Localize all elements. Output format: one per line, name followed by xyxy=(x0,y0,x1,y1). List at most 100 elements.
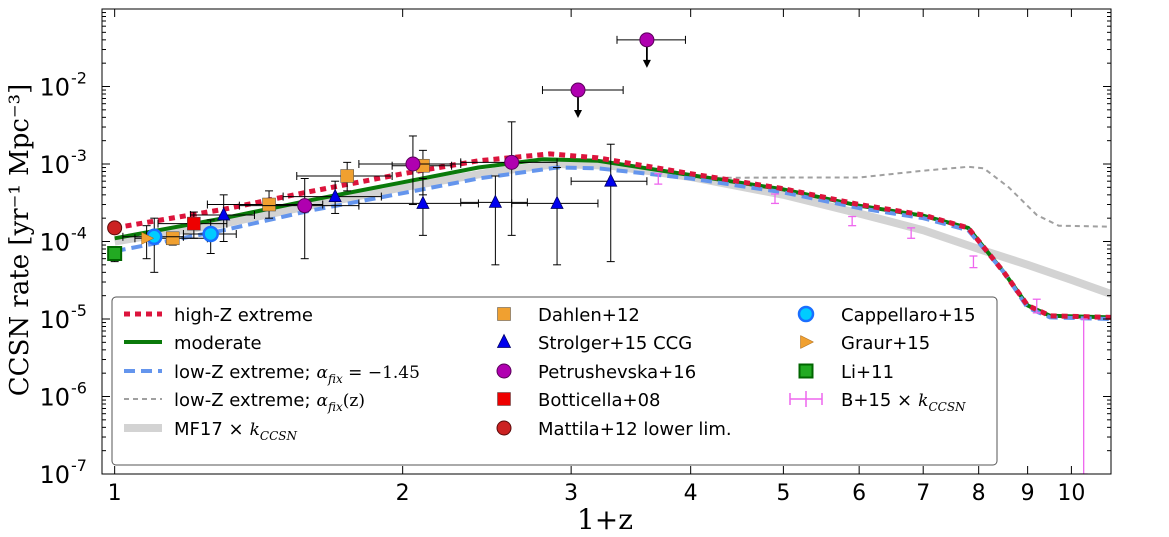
y-tick-label: 10 xyxy=(39,461,70,489)
y-tick-label-exponent: -3 xyxy=(71,146,87,165)
legend-label: low-Z extreme; xyxy=(174,362,311,383)
upper-limit-arrowhead xyxy=(574,110,583,119)
legend-label: low-Z extreme; xyxy=(174,390,311,411)
x-tick-label: 8 xyxy=(972,481,986,506)
legend-marker xyxy=(798,363,814,379)
curve-low-z-extreme-fix-1-45 xyxy=(114,165,1111,321)
point-strolger-15-ccg-3 xyxy=(358,177,479,236)
x-tick-label: 4 xyxy=(684,481,698,506)
model-curves xyxy=(114,151,1111,321)
y-tick-labels: 10-710-610-510-410-310-2 xyxy=(39,69,87,490)
legend-marker xyxy=(800,335,815,349)
legend-marker xyxy=(497,307,511,321)
legend-entry-low-z-extreme-fix-1-45: low-Z extreme; αfix = −1.45 xyxy=(124,362,420,386)
legend-entry-moderate: moderate xyxy=(124,333,262,354)
legend-label: high-Z extreme xyxy=(174,305,313,326)
x-tick-label: 2 xyxy=(396,481,410,506)
y-tick-label: 10 xyxy=(39,384,70,412)
x-tick-label: 3 xyxy=(564,481,578,506)
point-strolger-15-ccg-5 xyxy=(511,167,599,266)
marker xyxy=(297,198,313,214)
legend-entry-dahlen-12: Dahlen+12 xyxy=(497,305,640,326)
legend-entry-li-11: Li+11 xyxy=(798,362,894,383)
legend-marker xyxy=(797,305,815,323)
legend-box xyxy=(111,296,998,466)
x-tick-label: 9 xyxy=(1021,481,1035,506)
point-strolger-15-ccg-6 xyxy=(570,143,648,263)
marker xyxy=(504,154,520,170)
legend-entry-mattila-12-lower-lim: Mattila+12 lower lim. xyxy=(496,419,732,440)
y-tick-label-exponent: -2 xyxy=(71,69,87,88)
x-tick-label: 7 xyxy=(916,481,930,506)
y-tick-label: 10 xyxy=(39,151,70,179)
legend-label: Botticella+08 xyxy=(538,390,660,411)
point-petrushevska-16-4 xyxy=(541,82,624,119)
legend: high-Z extreme moderate low-Z extreme; αfix… xyxy=(111,296,998,466)
legend-label-math: αfix = −1.45 xyxy=(317,363,420,386)
legend-label-math: αfix(z) xyxy=(317,391,366,414)
legend-label: Strolger+15 CCG xyxy=(538,333,692,354)
axis-ticks xyxy=(102,8,1111,475)
legend-label: Dahlen+12 xyxy=(538,305,640,326)
x-tick-label: 6 xyxy=(852,481,866,506)
point-b-15-k-ccsn-1 xyxy=(654,173,663,185)
legend-label: Mattila+12 lower lim. xyxy=(538,419,732,440)
marker xyxy=(405,156,421,172)
curve-high-z-extreme xyxy=(114,151,1111,320)
marker xyxy=(416,195,430,209)
legend-label: MF17 × xyxy=(174,419,244,440)
marker xyxy=(107,246,123,262)
point-cappellaro-15-2 xyxy=(182,219,237,255)
point-dahlen-12-3 xyxy=(296,161,393,192)
point-b-15-k-ccsn-7 xyxy=(1079,318,1088,474)
y-tick-label-exponent: -4 xyxy=(71,224,87,243)
y-tick-label: 10 xyxy=(39,74,70,102)
legend-label: B+15 × xyxy=(841,390,912,411)
x-tick-labels: 1 2 3 4 5 6 7 8 9 10 xyxy=(108,481,1086,506)
point-b-15-k-ccsn-3 xyxy=(848,215,857,227)
marker xyxy=(187,216,201,231)
point-petrushevska-16-3 xyxy=(460,121,558,236)
y-tick-label-exponent: -6 xyxy=(71,379,87,398)
y-tick-label-exponent: -5 xyxy=(71,301,87,320)
x-tick-label: 1 xyxy=(108,481,122,506)
y-tick-label-exponent: -7 xyxy=(71,456,87,475)
legend-entry-graur-15: Graur+15 xyxy=(800,333,930,354)
point-petrushevska-16-1 xyxy=(238,177,360,260)
point-strolger-15-ccg-4 xyxy=(460,175,528,266)
y-tick-label: 10 xyxy=(39,229,70,257)
marker xyxy=(488,194,503,208)
marker xyxy=(202,225,219,243)
point-mattila-12-lower-lim-1 xyxy=(107,220,123,236)
marker xyxy=(570,82,586,98)
point-b-15-k-ccsn-6 xyxy=(1032,298,1041,314)
point-graur-15-1 xyxy=(141,225,155,260)
marker xyxy=(604,173,618,187)
legend-marker xyxy=(496,333,512,348)
legend-entry-petrushevska-16: Petrushevska+16 xyxy=(496,362,696,383)
legend-label-math: kCCSN xyxy=(250,420,298,443)
point-strolger-15-ccg-2 xyxy=(282,180,382,214)
legend-entry-cappellaro-15: Cappellaro+15 xyxy=(797,305,976,326)
legend-marker xyxy=(497,392,511,406)
legend-label: moderate xyxy=(174,333,262,354)
point-petrushevska-16-2 xyxy=(358,135,462,206)
x-axis-label: 1+z xyxy=(577,503,633,536)
point-botticella-08-1 xyxy=(157,211,228,239)
point-li-11-1 xyxy=(107,246,123,263)
upper-limit-arrowhead xyxy=(642,59,651,68)
legend-label: Graur+15 xyxy=(841,333,930,354)
x-tick-label: 10 xyxy=(1057,481,1085,506)
marker xyxy=(262,197,276,212)
curve-low-z-extreme-fix-z xyxy=(690,165,1111,228)
y-axis-label: CCSN rate [yr⁻¹ Mpc⁻³] xyxy=(5,84,35,396)
legend-label: Cappellaro+15 xyxy=(841,305,976,326)
point-petrushevska-16-5 xyxy=(616,32,686,68)
legend-entry-high-z-extreme: high-Z extreme xyxy=(124,305,313,326)
legend-entry-b-15: B+15 × kCCSN xyxy=(789,390,966,414)
legend-marker xyxy=(496,363,512,379)
marker xyxy=(340,169,354,183)
marker xyxy=(165,231,180,246)
marker xyxy=(141,231,155,245)
